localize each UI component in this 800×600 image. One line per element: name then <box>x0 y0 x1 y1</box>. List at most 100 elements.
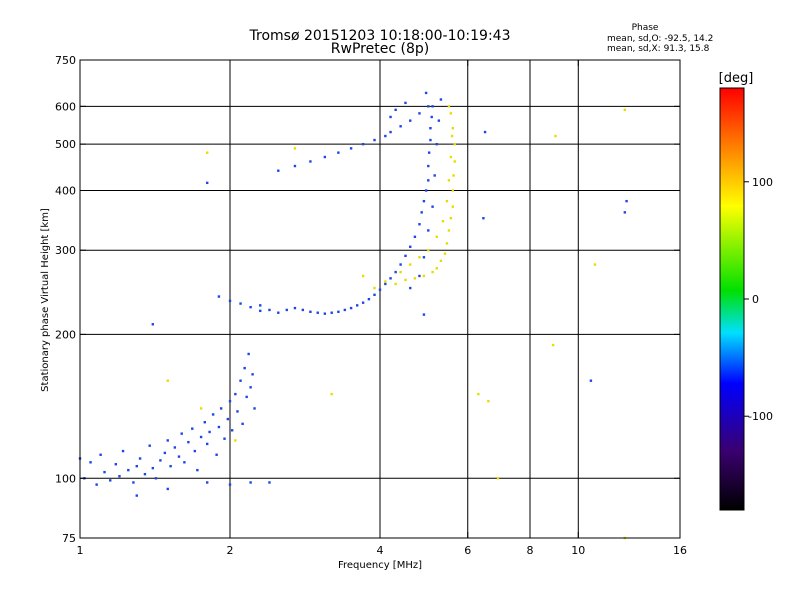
data-point-o <box>418 274 421 278</box>
data-point-o <box>293 306 297 310</box>
x-tick-label: 8 <box>527 544 534 557</box>
data-point-x <box>449 112 453 115</box>
data-point-o <box>625 199 628 203</box>
data-point-x <box>293 147 297 150</box>
chart-title-line2: RwPretec (8p) <box>331 41 429 57</box>
data-point-x <box>451 205 455 208</box>
y-tick-label: 100 <box>55 472 76 485</box>
data-point-o <box>293 164 297 168</box>
data-point-o <box>427 229 430 232</box>
data-point-o <box>89 461 92 464</box>
data-point-o <box>268 308 271 312</box>
data-point-o <box>135 494 138 497</box>
data-point-o <box>373 138 376 142</box>
data-point-o <box>247 352 250 356</box>
data-point-x <box>445 199 449 203</box>
data-point-x <box>447 229 451 232</box>
data-point-o <box>268 481 271 484</box>
data-point-x <box>487 399 490 403</box>
data-point-o <box>404 101 407 105</box>
data-point-o <box>180 432 183 435</box>
data-point-o <box>226 417 230 421</box>
colorbar-tick-label: 0 <box>752 293 759 306</box>
data-point-o <box>589 379 593 382</box>
data-point-o <box>208 430 211 434</box>
colorbar-tick-label: -100 <box>748 410 773 423</box>
data-point-o <box>259 309 262 313</box>
data-point-o <box>215 453 218 456</box>
data-point-x <box>593 263 597 266</box>
data-point-o <box>361 142 365 146</box>
data-point-x <box>449 155 453 159</box>
data-point-x <box>496 477 500 480</box>
data-point-x <box>413 277 417 280</box>
data-point-x <box>330 392 333 396</box>
data-point-o <box>249 481 252 484</box>
data-point-x <box>449 217 453 220</box>
data-point-o <box>361 301 365 304</box>
data-point-o <box>355 304 359 307</box>
data-point-o <box>409 286 412 290</box>
data-point-o <box>323 155 327 159</box>
data-point-o <box>127 468 130 472</box>
data-point-o <box>251 373 254 376</box>
data-point-o <box>394 108 397 112</box>
data-point-o <box>205 481 209 484</box>
y-tick-label: 400 <box>55 184 76 197</box>
data-point-o <box>427 105 430 108</box>
data-point-o <box>373 293 376 297</box>
data-point-o <box>173 446 177 449</box>
data-point-o <box>249 305 252 309</box>
data-point-o <box>429 126 432 130</box>
data-point-x <box>199 407 203 410</box>
data-point-o <box>422 256 426 259</box>
data-point-o <box>309 310 312 313</box>
data-point-x <box>394 282 397 286</box>
data-point-o <box>378 288 382 291</box>
data-point-x <box>205 151 209 154</box>
chart-title-line1: Tromsø 20151203 10:18:00-10:19:43 <box>249 28 511 44</box>
data-point-o <box>337 151 340 154</box>
colorbar-label: [deg] <box>719 71 754 86</box>
y-tick-label: 200 <box>55 328 76 341</box>
data-point-o <box>151 323 155 326</box>
data-point-o <box>349 147 353 150</box>
data-point-o <box>343 308 347 312</box>
data-point-o <box>439 98 443 101</box>
data-point-o <box>431 105 434 108</box>
data-point-o <box>135 464 138 468</box>
data-point-o <box>211 413 215 416</box>
data-point-o <box>95 483 98 486</box>
data-point-x <box>441 220 445 223</box>
data-point-o <box>114 463 118 466</box>
colorbar-tick-label: 100 <box>752 176 773 189</box>
data-point-o <box>337 310 340 313</box>
data-point-o <box>183 461 186 464</box>
data-point-o <box>399 263 402 266</box>
data-point-x <box>361 274 365 278</box>
data-point-o <box>277 311 280 314</box>
data-point-o <box>177 455 181 458</box>
y-tick-label: 750 <box>55 54 76 67</box>
data-point-o <box>243 366 246 370</box>
data-point-o <box>169 464 172 468</box>
data-point-o <box>219 407 223 410</box>
data-point-o <box>429 138 432 142</box>
data-point-o <box>420 211 423 214</box>
data-point-o <box>230 429 234 432</box>
data-point-x <box>431 270 434 274</box>
data-point-o <box>418 112 421 115</box>
y-tick-label: 75 <box>62 532 76 545</box>
data-point-o <box>482 217 485 220</box>
data-point-o <box>166 487 169 491</box>
data-point-x <box>451 189 455 192</box>
data-point-x <box>435 235 438 239</box>
y-tick-label: 300 <box>55 244 76 257</box>
data-point-o <box>285 308 288 312</box>
data-point-o <box>384 134 387 138</box>
data-point-x <box>409 263 412 266</box>
data-point-o <box>205 181 209 185</box>
data-point-o <box>199 435 203 439</box>
data-point-x <box>443 252 447 255</box>
